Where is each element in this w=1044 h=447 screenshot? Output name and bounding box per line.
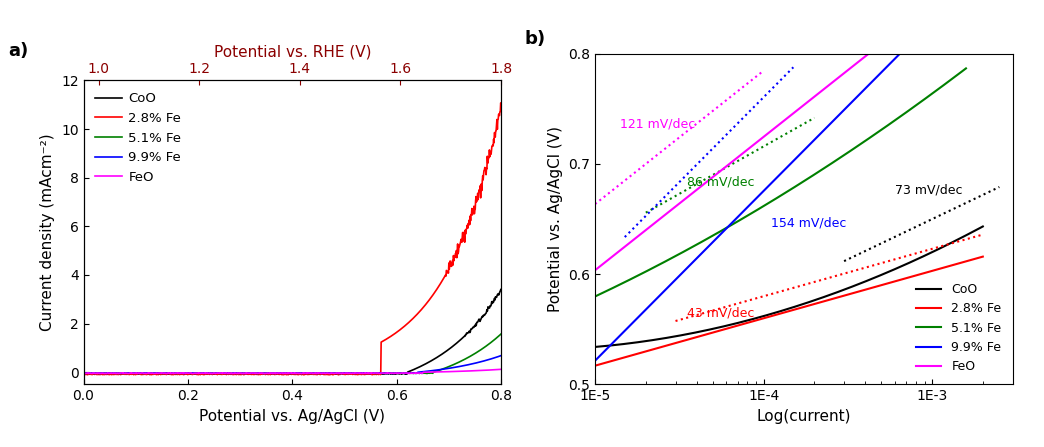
2.8% Fe [495, 100, 507, 105]
FeO [301, 371, 313, 376]
5.1% Fe [327, 371, 339, 376]
Line: 9.9% Fe: 9.9% Fe [84, 352, 512, 374]
5.1% Fe [447, 363, 459, 368]
5.1% Fe [88, 371, 100, 376]
2.8% Fe [120, 372, 133, 377]
Legend: CoO, 2.8% Fe, 5.1% Fe, 9.9% Fe, FeO: CoO, 2.8% Fe, 5.1% Fe, 9.9% Fe, FeO [90, 87, 187, 189]
Text: a): a) [8, 42, 28, 60]
Y-axis label: Current density (mAcm⁻²): Current density (mAcm⁻²) [41, 134, 55, 331]
2.8% Fe [246, 371, 259, 376]
5.1% Fe [351, 371, 363, 376]
9.9% Fe [505, 349, 518, 354]
CoO [505, 268, 518, 274]
Line: FeO: FeO [84, 369, 512, 374]
Text: b): b) [524, 30, 545, 48]
2.8% Fe [261, 371, 274, 377]
Line: CoO: CoO [84, 271, 512, 374]
Text: 154 mV/dec: 154 mV/dec [770, 217, 846, 230]
9.9% Fe [402, 371, 414, 376]
9.9% Fe [327, 370, 339, 375]
Text: 43 mV/dec: 43 mV/dec [687, 306, 754, 319]
9.9% Fe [351, 370, 363, 375]
CoO [337, 371, 350, 377]
5.1% Fe [402, 370, 414, 375]
FeO [505, 366, 518, 371]
X-axis label: Log(current): Log(current) [757, 409, 851, 424]
FeO [447, 369, 459, 374]
9.9% Fe [226, 371, 238, 376]
CoO [103, 371, 116, 376]
2.8% Fe [495, 102, 507, 107]
5.1% Fe [104, 371, 117, 376]
Legend: CoO, 2.8% Fe, 5.1% Fe, 9.9% Fe, FeO: CoO, 2.8% Fe, 5.1% Fe, 9.9% Fe, FeO [911, 278, 1006, 378]
2.8% Fe [403, 319, 416, 325]
FeO [103, 371, 116, 376]
9.9% Fe [447, 365, 459, 371]
Y-axis label: Potential vs. Ag/AgCl (V): Potential vs. Ag/AgCl (V) [548, 126, 563, 312]
X-axis label: Potential vs. RHE (V): Potential vs. RHE (V) [214, 44, 371, 59]
CoO [351, 371, 363, 376]
9.9% Fe [103, 370, 116, 375]
FeO [402, 371, 414, 376]
CoO [327, 371, 339, 376]
Text: 73 mV/dec: 73 mV/dec [895, 184, 963, 197]
5.1% Fe [77, 371, 90, 376]
Line: 2.8% Fe: 2.8% Fe [84, 103, 501, 375]
X-axis label: Potential vs. Ag/AgCl (V): Potential vs. Ag/AgCl (V) [199, 409, 385, 424]
Text: 86 mV/dec: 86 mV/dec [687, 176, 755, 189]
FeO [351, 371, 363, 376]
5.1% Fe [505, 321, 518, 326]
CoO [193, 371, 206, 377]
CoO [447, 344, 459, 349]
9.9% Fe [77, 370, 90, 375]
Line: 5.1% Fe: 5.1% Fe [84, 324, 512, 374]
5.1% Fe [337, 371, 350, 376]
2.8% Fe [77, 372, 90, 377]
FeO [327, 371, 339, 376]
CoO [77, 371, 90, 376]
CoO [402, 369, 414, 374]
FeO [77, 371, 90, 376]
2.8% Fe [411, 312, 424, 317]
9.9% Fe [337, 371, 350, 376]
2.8% Fe [364, 371, 377, 376]
Text: 121 mV/dec: 121 mV/dec [620, 118, 695, 131]
2.8% Fe [280, 372, 292, 377]
FeO [337, 371, 350, 376]
